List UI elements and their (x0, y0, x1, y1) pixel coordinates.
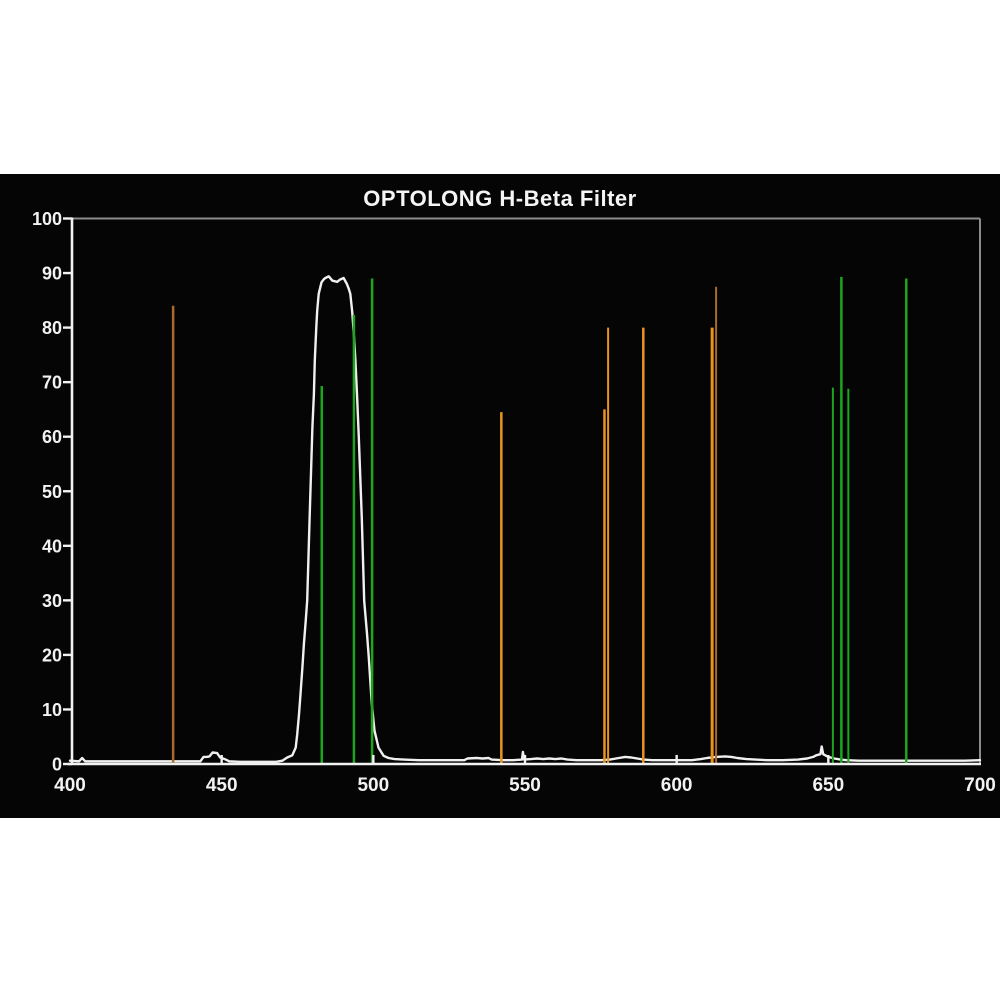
y-tick-label-100: 100 (32, 209, 62, 229)
y-tick-label-30: 30 (42, 591, 62, 611)
y-tick-label-70: 70 (42, 373, 62, 393)
x-tick-label-600: 600 (661, 775, 693, 796)
y-tick-label-40: 40 (42, 536, 62, 556)
x-tick-label-700: 700 (964, 775, 996, 796)
y-tick-label-10: 10 (42, 700, 62, 720)
chart-title: OPTOLONG H-Beta Filter (363, 186, 637, 211)
y-tick-label-60: 60 (42, 427, 62, 447)
x-tick-label-450: 450 (206, 775, 238, 796)
y-tick-label-80: 80 (42, 318, 62, 338)
x-tick-label-550: 550 (509, 775, 541, 796)
x-tick-label-400: 400 (54, 775, 86, 796)
spectral-chart-panel: OPTOLONG H-Beta Filter 0 10 20 30 40 50 60 70 80… (0, 174, 1000, 818)
x-tick-label-650: 650 (812, 775, 844, 796)
y-tick-label-50: 50 (42, 482, 62, 502)
y-tick-label-0: 0 (52, 755, 62, 775)
chart-canvas: 0 10 20 30 40 50 60 70 80 90 100 400 450 500 550 600 650… (32, 209, 996, 796)
x-tick-label-500: 500 (357, 775, 389, 796)
y-tick-label-20: 20 (42, 645, 62, 665)
transmission-curve (68, 275, 982, 763)
y-tick-label-90: 90 (42, 264, 62, 284)
